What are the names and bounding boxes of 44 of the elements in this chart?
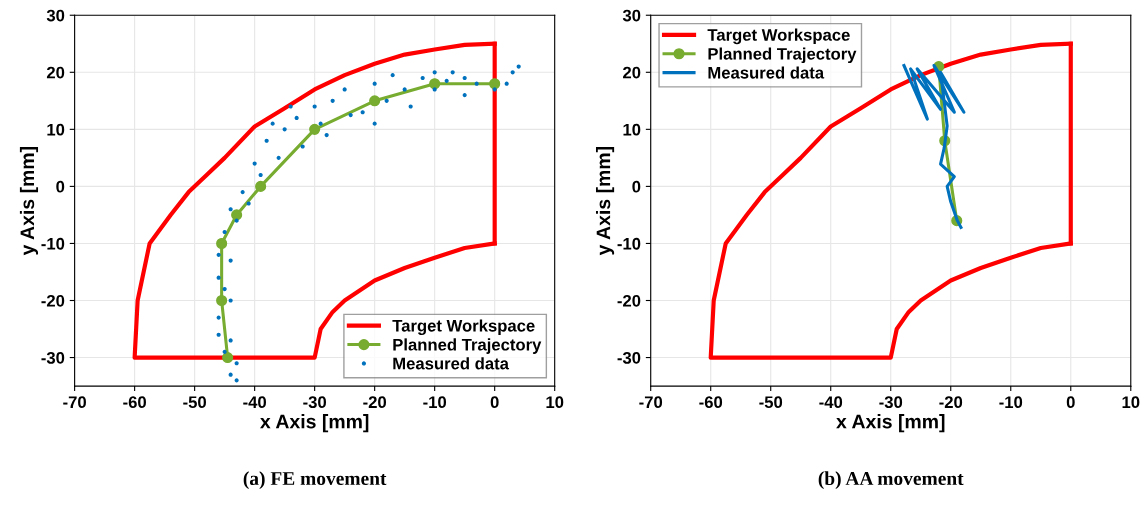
x-tick-label: -50	[183, 396, 206, 409]
x-axis-title: x Axis [mm]	[836, 414, 945, 433]
x-tick-label: -10	[999, 396, 1023, 409]
x-tick-label: -30	[879, 396, 903, 409]
y-tick-label: -30	[41, 351, 65, 364]
y-tick-label: 0	[632, 180, 641, 193]
y-tick-label: -30	[617, 351, 641, 364]
y-tick-label: 30	[622, 9, 641, 22]
y-tick-label: -20	[41, 294, 65, 307]
y-tick-label: 20	[46, 66, 65, 79]
text: (a) FE movement	[243, 471, 387, 490]
legend-label: Planned Trajectory	[708, 47, 857, 64]
x-axis-title: x Axis [mm]	[260, 414, 369, 433]
y-tick-label: 0	[56, 180, 65, 193]
x-tick-label: -70	[63, 396, 86, 409]
x-tick-label: -30	[303, 396, 327, 409]
x-tick-label: -40	[819, 396, 843, 409]
x-tick-label: -50	[759, 396, 783, 409]
legend-label: Target Workspace	[707, 28, 850, 45]
x-tick-label: 0	[1066, 396, 1075, 409]
y-tick-label: 10	[623, 123, 641, 136]
x-tick-label: -70	[639, 396, 663, 409]
text: (b) AA movement	[818, 471, 964, 490]
y-tick-label: 10	[47, 123, 65, 136]
y-tick-label: 30	[46, 9, 65, 22]
x-tick-label: 0	[490, 396, 499, 409]
x-tick-label: 10	[1122, 396, 1140, 409]
x-tick-label: -20	[363, 396, 387, 409]
x-tick-label: -40	[243, 396, 267, 409]
legend-label: Measured data	[708, 66, 825, 79]
x-tick-label: -20	[939, 396, 963, 409]
x-tick-label: 10	[546, 396, 564, 409]
legend-label: Planned Trajectory	[393, 338, 542, 354]
legend-label: Measured data	[393, 357, 510, 370]
legend-label: Target Workspace	[392, 319, 535, 336]
y-tick-label: -20	[617, 294, 641, 307]
x-tick-label: -60	[123, 396, 146, 409]
y-tick-label: -10	[41, 237, 65, 250]
x-tick-label: -60	[699, 396, 723, 409]
y-axis-title: y Axis [mm]	[596, 147, 615, 256]
x-tick-label: -10	[423, 396, 447, 409]
y-tick-label: -10	[617, 237, 641, 250]
y-axis-title: y Axis [mm]	[19, 147, 39, 256]
y-tick-label: 20	[623, 66, 641, 79]
